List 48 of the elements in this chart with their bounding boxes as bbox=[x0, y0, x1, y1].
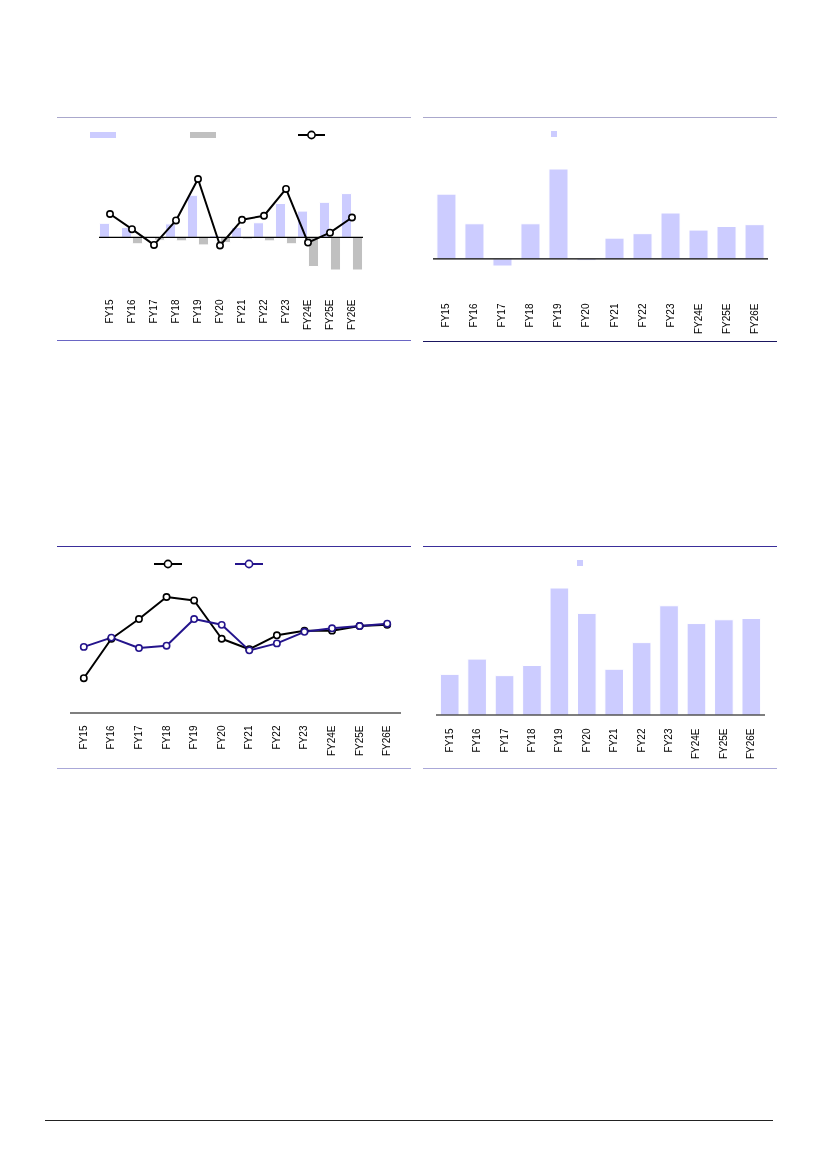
x-tick-label: FY16 bbox=[126, 299, 137, 324]
x-tick-label: FY17 bbox=[132, 725, 144, 750]
x-tick-label: FY18 bbox=[524, 303, 536, 328]
x-tick-label: FY15 bbox=[443, 728, 455, 753]
x-tick-label: FY22 bbox=[635, 728, 647, 753]
x-tick-label: FY20 bbox=[215, 725, 227, 750]
x-tick-label: FY26E bbox=[748, 303, 760, 335]
x-tick-label: FY18 bbox=[525, 728, 537, 753]
x-tick-label: FY16 bbox=[468, 303, 480, 328]
x-tick-label: FY26E bbox=[346, 299, 357, 331]
x-tick-label: FY15 bbox=[77, 725, 89, 750]
x-tick-label: FY23 bbox=[664, 303, 676, 328]
x-tick-label: FY21 bbox=[608, 303, 620, 328]
x-tick-label: FY16 bbox=[471, 728, 483, 753]
x-tick-label: FY15 bbox=[440, 303, 452, 328]
x-tick-label: FY23 bbox=[298, 725, 310, 750]
x-tick-label: FY23 bbox=[663, 728, 675, 753]
x-tick-label: FY19 bbox=[188, 725, 200, 750]
x-tick-label: FY17 bbox=[498, 728, 510, 753]
x-tick-label: FY20 bbox=[214, 299, 225, 324]
x-tick-label: FY20 bbox=[580, 728, 592, 753]
x-tick-label: FY22 bbox=[258, 299, 269, 324]
x-tick-label: FY18 bbox=[170, 299, 181, 324]
x-tick-label: FY18 bbox=[160, 725, 172, 750]
x-tick-label: FY24E bbox=[690, 728, 702, 760]
x-tick-label: FY25E bbox=[720, 303, 732, 335]
x-tick-label: FY24E bbox=[692, 303, 704, 335]
x-tick-label: FY17 bbox=[148, 299, 159, 324]
x-tick-label: FY25E bbox=[324, 299, 335, 331]
x-tick-label: FY21 bbox=[608, 728, 620, 753]
x-tick-label: FY15 bbox=[104, 299, 115, 324]
x-tick-label: FY19 bbox=[553, 728, 565, 753]
x-tick-label: FY17 bbox=[496, 303, 508, 328]
x-tick-label: FY22 bbox=[270, 725, 282, 750]
x-tick-label: FY20 bbox=[580, 303, 592, 328]
x-tick-label: FY25E bbox=[353, 725, 365, 757]
x-tick-label: FY21 bbox=[236, 299, 247, 324]
x-tick-label: FY22 bbox=[636, 303, 648, 328]
x-tick-label: FY23 bbox=[280, 299, 291, 324]
x-tick-label: FY25E bbox=[717, 728, 729, 760]
x-tick-label: FY19 bbox=[192, 299, 203, 324]
x-tick-label: FY16 bbox=[105, 725, 117, 750]
x-tick-label: FY19 bbox=[552, 303, 564, 328]
x-tick-label: FY21 bbox=[243, 725, 255, 750]
x-tick-label: FY24E bbox=[302, 299, 313, 331]
x-tick-label: FY26E bbox=[745, 728, 757, 760]
x-tick-label: FY26E bbox=[381, 725, 393, 757]
x-tick-label: FY24E bbox=[326, 725, 338, 757]
